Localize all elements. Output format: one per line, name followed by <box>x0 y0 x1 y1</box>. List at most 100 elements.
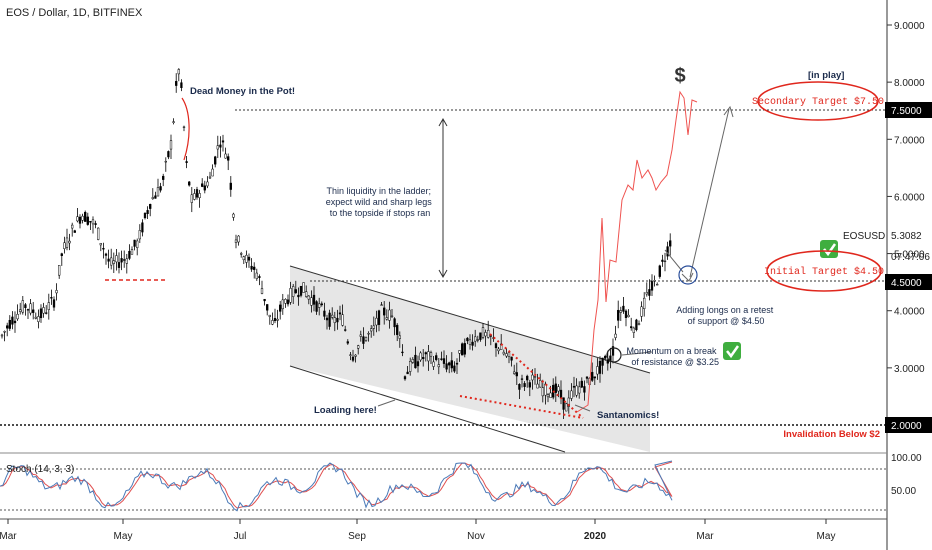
candle-bear <box>141 222 144 233</box>
candle-bull <box>640 306 643 317</box>
candle-bull <box>245 254 248 263</box>
candle-bear <box>554 383 557 393</box>
candle-bull <box>331 314 334 318</box>
candle-bull <box>632 327 635 333</box>
candle-bull <box>663 260 667 263</box>
candle-bull <box>375 317 378 326</box>
retest-arrow-head <box>681 272 694 282</box>
candle-bull <box>531 374 534 381</box>
price-axis[interactable]: 9.0000 8.0000 7.0000 6.0000 5.0000 4.0000 3.00… <box>887 21 925 375</box>
candle-bear <box>50 297 53 299</box>
candle-bull <box>458 350 461 354</box>
candle-bull <box>419 352 422 361</box>
candle-bull <box>198 193 201 198</box>
candle-bear <box>528 382 531 388</box>
candle-bull <box>305 291 308 297</box>
invalidation-price-tag-text: 2.0000 <box>891 421 922 432</box>
candle-bear <box>94 223 97 225</box>
annotation-secondary-target: Secondary Target $7.50 <box>752 96 884 108</box>
candle-bear <box>422 357 425 359</box>
candle-bear <box>227 156 230 161</box>
candle-bear <box>606 359 609 364</box>
candle-bear <box>143 212 147 219</box>
candle-bull <box>81 215 84 221</box>
candle-bull <box>302 282 305 293</box>
candle-bear <box>585 376 589 379</box>
time-tick-label: Nov <box>467 531 485 542</box>
candle-bull <box>177 69 180 75</box>
candle-bear <box>346 341 349 344</box>
candle-bear <box>658 265 661 277</box>
price-tick-label: 8.0000 <box>894 78 925 89</box>
candle-bear <box>650 281 654 291</box>
candle-bull <box>596 366 599 375</box>
candle-bear <box>52 299 56 308</box>
symbol-tag: EOSUSD <box>843 231 885 242</box>
loading-pointer <box>377 399 396 407</box>
candle-bear <box>630 326 633 329</box>
candle-bear <box>562 397 565 410</box>
candle-bull <box>156 187 160 197</box>
candle-bull <box>484 332 487 337</box>
candle-bull <box>19 309 22 312</box>
time-axis[interactable]: Mar May Jul Sep Nov 2020 Mar May <box>0 519 835 542</box>
santa-pointer <box>574 404 591 412</box>
candle-bull <box>211 168 214 177</box>
candle-bear <box>494 343 498 349</box>
candle-bull <box>164 160 167 163</box>
candle-bull <box>432 361 435 367</box>
candle-bull <box>292 286 295 297</box>
candle-bear <box>601 357 604 366</box>
candle-bull <box>281 299 284 310</box>
candle-bear <box>661 259 664 262</box>
candle-bear <box>323 310 326 317</box>
annotation-thin-liquidity: Thin liquidity in the ladder; expect wil… <box>326 186 435 218</box>
candle-bull <box>216 145 219 150</box>
candle-bull <box>390 315 394 318</box>
price-tick-label: 4.0000 <box>894 307 925 318</box>
candle-bear <box>229 182 232 190</box>
time-tick-label: Mar <box>0 531 17 542</box>
candle-bear <box>591 371 594 381</box>
candle-bear <box>416 361 420 367</box>
candle-bull <box>42 307 45 314</box>
annotation-invalidation: Invalidation Below $2 <box>783 429 880 440</box>
annotation-thin-liquidity-line2: expect wild and sharp legs <box>326 197 433 207</box>
candle-bear <box>559 389 563 399</box>
candle-bear <box>406 371 409 375</box>
candle-bull <box>97 227 100 240</box>
candle-bull <box>125 258 128 264</box>
candle-bull <box>130 249 134 255</box>
candle-bear <box>448 362 451 366</box>
candle-bear <box>453 365 456 372</box>
candle-bull <box>21 300 24 313</box>
candle-bear <box>440 358 443 360</box>
annotation-momentum-line2: of resistance @ $3.25 <box>631 357 719 367</box>
candle-bull <box>172 121 175 123</box>
annotation-thin-liquidity-line1: Thin liquidity in the ladder; <box>326 186 431 196</box>
candle-bull <box>47 302 50 310</box>
candle-bear <box>32 309 35 313</box>
candle-bear <box>294 289 297 294</box>
candle-bear <box>336 317 339 323</box>
annotation-loading: Loading here! <box>314 405 377 416</box>
price-tick-label: 9.0000 <box>894 21 925 32</box>
candle-bull <box>91 219 95 225</box>
candle-bull <box>76 216 79 222</box>
candle-bull <box>653 280 656 282</box>
candle-bull <box>575 385 578 396</box>
secondary-price-tag: 7.5000 <box>885 102 932 118</box>
candle-bull <box>284 299 287 304</box>
candle-bear <box>39 308 43 319</box>
candle-bear <box>11 316 14 325</box>
range-arrow-head-top <box>438 117 448 127</box>
check-icon-initial <box>820 240 838 258</box>
candle-bull <box>643 297 646 309</box>
time-tick-label: 2020 <box>584 531 607 542</box>
candle-bear <box>123 259 126 261</box>
candle-bull <box>190 194 193 203</box>
candle-bear <box>338 312 342 315</box>
annotation-adding-longs: Adding longs on a retest of support @ $4… <box>676 305 776 326</box>
candle-bear <box>188 181 191 186</box>
